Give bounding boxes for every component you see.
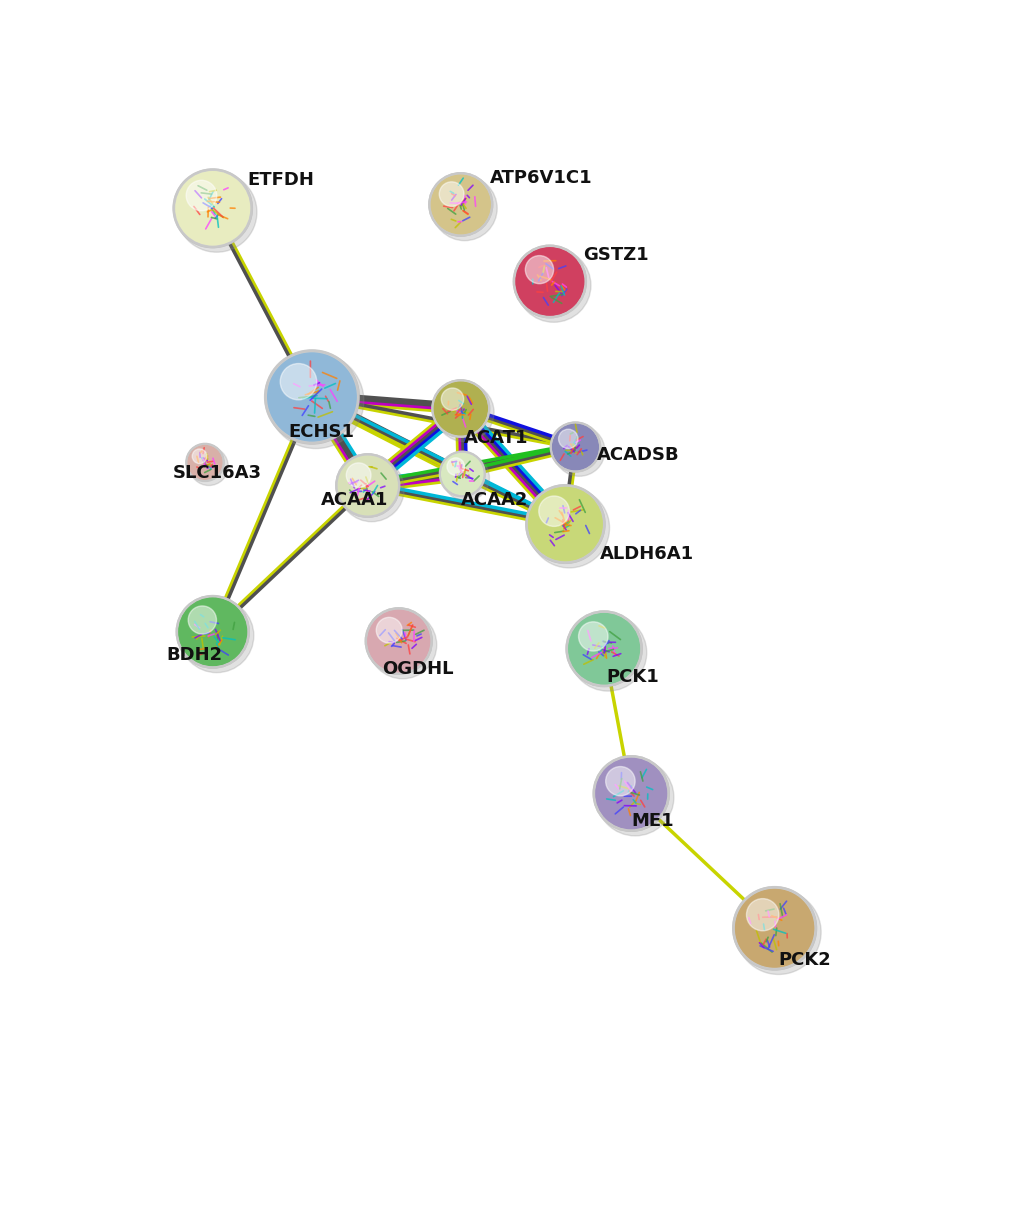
- Circle shape: [567, 612, 640, 686]
- Text: ACADSB: ACADSB: [596, 446, 679, 465]
- Circle shape: [336, 455, 398, 516]
- Circle shape: [376, 617, 401, 643]
- Text: ATP6V1C1: ATP6V1C1: [490, 168, 592, 187]
- Circle shape: [550, 423, 599, 471]
- Circle shape: [189, 606, 216, 634]
- Circle shape: [186, 444, 223, 481]
- Circle shape: [732, 886, 816, 971]
- Circle shape: [513, 245, 587, 318]
- Circle shape: [368, 611, 436, 678]
- Circle shape: [549, 422, 600, 472]
- Circle shape: [179, 599, 254, 672]
- Circle shape: [429, 173, 491, 235]
- Circle shape: [596, 758, 674, 836]
- Circle shape: [441, 388, 464, 410]
- Circle shape: [268, 353, 364, 449]
- Circle shape: [578, 622, 607, 651]
- Text: OGDHL: OGDHL: [381, 660, 452, 678]
- Circle shape: [538, 497, 569, 526]
- Circle shape: [432, 381, 488, 436]
- Circle shape: [266, 351, 358, 442]
- Circle shape: [176, 172, 257, 252]
- Circle shape: [446, 457, 465, 476]
- Circle shape: [177, 597, 248, 667]
- Circle shape: [185, 444, 224, 482]
- Circle shape: [190, 447, 228, 485]
- Circle shape: [525, 256, 553, 284]
- Text: PCK1: PCK1: [606, 667, 658, 686]
- Text: ACAA1: ACAA1: [321, 490, 388, 509]
- Circle shape: [186, 181, 217, 210]
- Circle shape: [442, 455, 489, 501]
- Circle shape: [366, 608, 431, 673]
- Circle shape: [435, 383, 493, 441]
- Circle shape: [365, 607, 432, 675]
- Circle shape: [438, 451, 485, 497]
- Circle shape: [553, 425, 604, 477]
- Circle shape: [428, 172, 493, 237]
- Circle shape: [735, 890, 820, 975]
- Circle shape: [345, 463, 371, 488]
- Text: ECHS1: ECHS1: [288, 423, 355, 441]
- Circle shape: [527, 485, 603, 562]
- Text: SLC16A3: SLC16A3: [172, 463, 261, 482]
- Circle shape: [431, 380, 490, 438]
- Text: PCK2: PCK2: [777, 951, 830, 970]
- Circle shape: [264, 349, 360, 445]
- Circle shape: [280, 364, 317, 399]
- Text: ME1: ME1: [631, 812, 674, 831]
- Circle shape: [734, 889, 814, 968]
- Circle shape: [558, 429, 578, 449]
- Circle shape: [440, 452, 484, 497]
- Text: BDH2: BDH2: [166, 646, 222, 664]
- Circle shape: [439, 182, 464, 206]
- Circle shape: [514, 246, 585, 317]
- Circle shape: [525, 484, 605, 564]
- Circle shape: [605, 767, 635, 796]
- Circle shape: [746, 898, 779, 930]
- Circle shape: [592, 755, 669, 832]
- Circle shape: [565, 611, 642, 687]
- Circle shape: [569, 614, 646, 691]
- Text: GSTZ1: GSTZ1: [583, 246, 648, 264]
- Text: ALDH6A1: ALDH6A1: [599, 544, 694, 563]
- Circle shape: [335, 454, 399, 517]
- Text: ETFDH: ETFDH: [248, 171, 314, 189]
- Circle shape: [338, 457, 404, 521]
- Circle shape: [175, 595, 250, 669]
- Circle shape: [174, 171, 251, 246]
- Text: ACAT1: ACAT1: [464, 429, 528, 447]
- Circle shape: [594, 757, 667, 830]
- Circle shape: [516, 248, 590, 322]
- Circle shape: [432, 176, 496, 241]
- Circle shape: [172, 168, 253, 248]
- Circle shape: [529, 488, 609, 568]
- Circle shape: [192, 449, 207, 463]
- Text: ACAA2: ACAA2: [461, 490, 528, 509]
